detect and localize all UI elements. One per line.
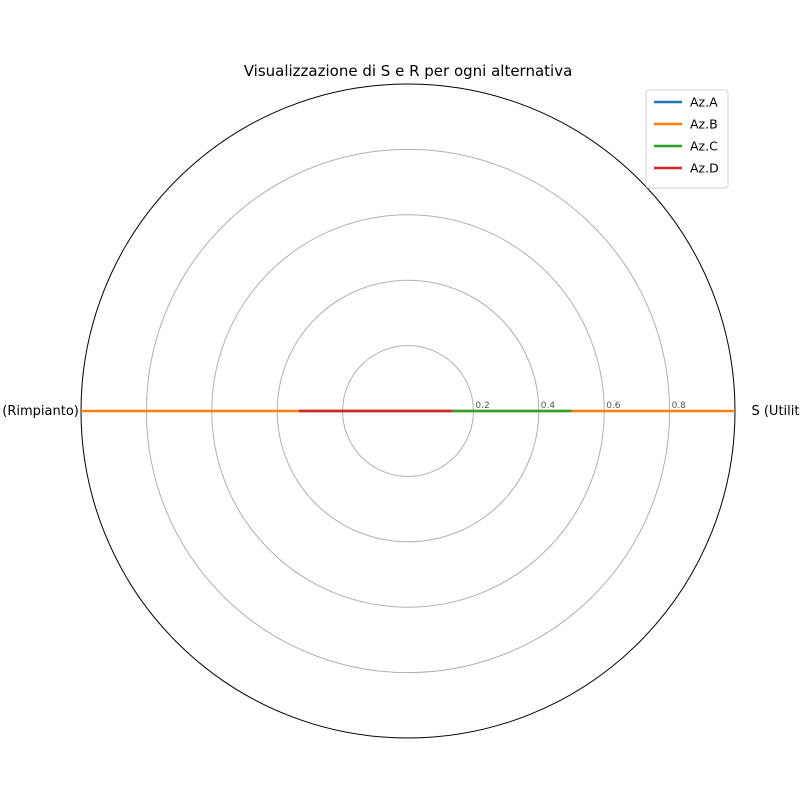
axis-label-1: R (Rimpianto) — [0, 404, 79, 419]
legend-entry: Az.A — [690, 95, 718, 110]
legend-entry: Az.D — [690, 161, 719, 176]
chart-title: Visualizzazione di S e R per ogni altern… — [244, 62, 573, 80]
legend-entry: Az.B — [690, 117, 718, 132]
legend: Az.A Az.B Az.C Az.D — [645, 89, 729, 189]
radial-tick-label: 0.8 — [672, 401, 687, 411]
axis-label-0: S (Utilità) — [751, 404, 800, 419]
axis-labels: S (Utilità) R (Rimpianto) — [0, 404, 800, 419]
legend-box — [645, 89, 729, 189]
radial-tick-labels: 0.2 0.4 0.6 0.8 — [475, 401, 686, 411]
legend-entry: Az.C — [690, 139, 718, 154]
radial-tick-label: 0.6 — [606, 401, 621, 411]
radial-tick-label: 0.2 — [475, 401, 489, 411]
radial-tick-label: 0.4 — [541, 401, 556, 411]
